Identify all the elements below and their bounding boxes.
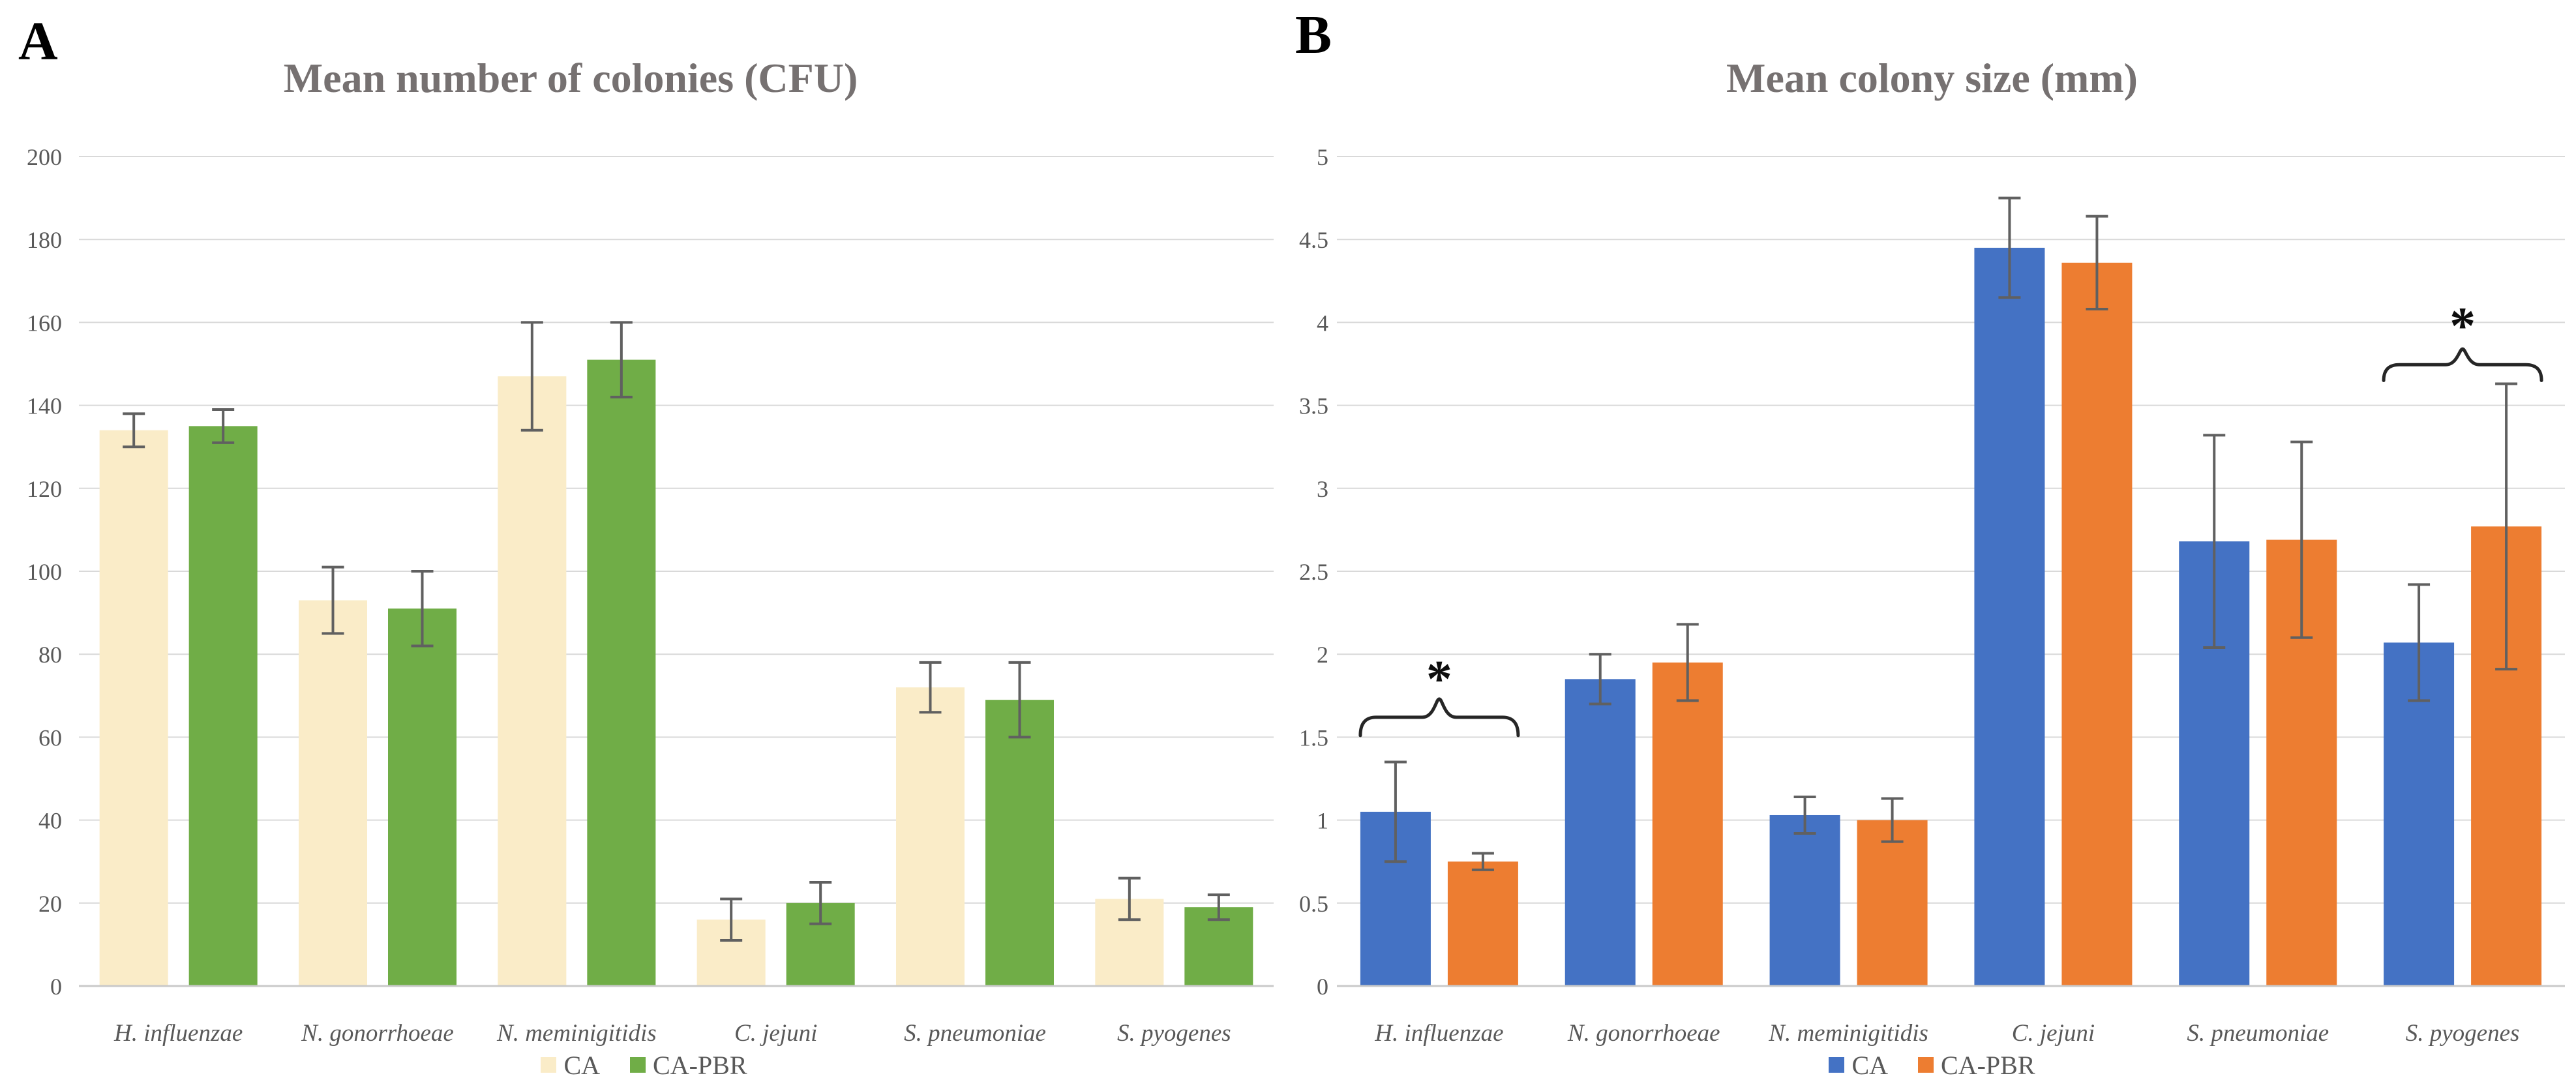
- bar-CA-category-1: [299, 600, 367, 986]
- error-bar-CA-category-1: [1589, 653, 1611, 706]
- y-tick-label: 180: [27, 227, 62, 253]
- legend-item-ca: CA: [1829, 1050, 1888, 1081]
- y-tick-label: 160: [27, 310, 62, 336]
- significance-asterisk: *: [1426, 651, 1452, 708]
- legend-label-ca-pbr: CA-PBR: [653, 1050, 747, 1080]
- error-bar-CA-category-5: [2408, 583, 2431, 702]
- panel-b-chart: 0 0.5 1 1.5 2 2.5 3 3.5 4 4.5 5 H. influenzae N. gon…: [1299, 144, 2565, 1047]
- bar-CA-category-2: [498, 376, 567, 986]
- y-tick-label: 40: [38, 808, 62, 834]
- y-tick-label: 60: [38, 725, 62, 751]
- x-category-label: C. jejuni: [2012, 1020, 2095, 1047]
- legend-item-ca-pbr: CA-PBR: [1918, 1050, 2035, 1081]
- legend-swatch-ca-pbr: [630, 1057, 646, 1073]
- bar-CA-PBR-category-4: [985, 700, 1054, 986]
- bar-CA-PBR-category-0: [188, 426, 258, 986]
- panel-b-label: B: [1295, 5, 1332, 65]
- error-bar-CA-category-0: [123, 412, 145, 449]
- bar-CA-PBR-category-2: [1857, 820, 1928, 986]
- error-bar-CA-category-4: [2203, 434, 2226, 650]
- error-bar-CA-category-0: [1384, 760, 1407, 863]
- panel-a-chart: 0 20 40 60 80 100 120 140 160 180 200 H. influenzae…: [27, 144, 1274, 1047]
- x-category-label: S. pneumoniae: [2187, 1020, 2329, 1047]
- bar-CA-category-0: [99, 430, 168, 986]
- error-bar-CA-category-2: [1793, 795, 1816, 835]
- x-category-label: N. meminigitidis: [496, 1020, 657, 1047]
- significance-bracket: [2382, 347, 2543, 382]
- error-bar-CA-PBR-category-2: [1881, 797, 1904, 843]
- panel-b-legend: CA CA-PBR: [1288, 1044, 2576, 1086]
- x-category-label: N. gonorrhoeae: [301, 1020, 454, 1047]
- bar-CA-category-3: [1974, 247, 2045, 986]
- legend-swatch-ca: [541, 1057, 557, 1073]
- y-tick-label: 1: [1317, 808, 1328, 834]
- error-bar-CA-category-5: [1118, 876, 1141, 921]
- legend-item-ca: CA: [541, 1050, 600, 1081]
- x-category-label: S. pyogenes: [1117, 1020, 1231, 1047]
- y-tick-label: 0: [1317, 974, 1328, 1000]
- legend-item-ca-pbr: CA-PBR: [630, 1050, 747, 1081]
- error-bar-CA-PBR-category-1: [1676, 623, 1699, 702]
- error-bar-CA-category-4: [919, 661, 942, 714]
- error-bar-CA-PBR-category-2: [610, 321, 633, 398]
- legend-label-ca-pbr: CA-PBR: [1941, 1050, 2035, 1080]
- legend-label-ca: CA: [563, 1050, 601, 1080]
- error-bar-CA-PBR-category-4: [1008, 661, 1031, 739]
- y-tick-label: 3: [1317, 476, 1328, 502]
- error-bar-CA-PBR-category-5: [2495, 382, 2518, 671]
- legend-label-ca: CA: [1851, 1050, 1889, 1080]
- bar-CA-category-4: [896, 687, 965, 986]
- error-bar-CA-category-3: [1998, 196, 2021, 299]
- significance-bracket: [1358, 697, 1520, 738]
- y-tick-label: 4.5: [1299, 227, 1328, 253]
- error-bar-CA-PBR-category-3: [809, 881, 832, 925]
- bar-CA-PBR-category-1: [388, 608, 457, 986]
- x-category-label: S. pyogenes: [2406, 1020, 2520, 1047]
- error-bar-CA-PBR-category-5: [1207, 893, 1230, 921]
- bar-CA-PBR-category-0: [1447, 861, 1518, 986]
- x-category-label: H. influenzae: [113, 1020, 243, 1047]
- panel-a-title: Mean number of colonies (CFU): [283, 55, 858, 101]
- error-bar-CA-PBR-category-3: [2086, 215, 2108, 311]
- bar-CA-PBR-category-3: [2061, 262, 2133, 986]
- bar-CA-category-2: [1769, 815, 1840, 986]
- panel-a-label: A: [18, 11, 58, 72]
- error-bar-CA-PBR-category-0: [1471, 852, 1494, 871]
- legend-swatch-ca: [1829, 1057, 1845, 1073]
- x-category-label: S. pneumoniae: [904, 1020, 1046, 1047]
- error-bar-CA-category-2: [520, 321, 543, 432]
- error-bar-CA-category-3: [720, 897, 743, 942]
- y-tick-label: 120: [27, 476, 62, 502]
- x-category-label: N. gonorrhoeae: [1567, 1020, 1720, 1047]
- y-tick-label: 0.5: [1299, 891, 1328, 917]
- legend-swatch-ca-pbr: [1918, 1057, 1934, 1073]
- y-tick-label: 140: [27, 393, 62, 419]
- y-tick-label: 1.5: [1299, 725, 1328, 751]
- x-category-label: H. influenzae: [1374, 1020, 1503, 1047]
- error-bar-CA-PBR-category-0: [212, 408, 235, 444]
- bar-CA-PBR-category-2: [587, 359, 656, 986]
- error-bar-CA-PBR-category-1: [411, 570, 434, 648]
- x-category-label: N. meminigitidis: [1768, 1020, 1928, 1047]
- x-category-label: C. jejuni: [734, 1020, 817, 1047]
- panel-a-legend: CA CA-PBR: [0, 1044, 1288, 1086]
- bar-CA-PBR-category-1: [1652, 662, 1723, 986]
- y-tick-label: 2: [1317, 642, 1328, 668]
- error-bar-CA-category-1: [322, 565, 344, 635]
- significance-asterisk: *: [2449, 297, 2476, 355]
- panel-b-title: Mean colony size (mm): [1726, 55, 2138, 101]
- y-tick-label: 4: [1317, 310, 1328, 336]
- y-tick-label: 80: [38, 642, 62, 668]
- y-tick-label: 2.5: [1299, 559, 1328, 585]
- y-tick-label: 200: [27, 144, 62, 170]
- y-tick-label: 0: [50, 974, 62, 1000]
- error-bar-CA-PBR-category-4: [2290, 440, 2313, 639]
- y-tick-label: 100: [27, 559, 62, 585]
- y-tick-label: 20: [38, 891, 62, 917]
- bar-CA-category-1: [1565, 679, 1636, 986]
- y-tick-label: 3.5: [1299, 393, 1328, 419]
- y-tick-label: 5: [1317, 144, 1328, 170]
